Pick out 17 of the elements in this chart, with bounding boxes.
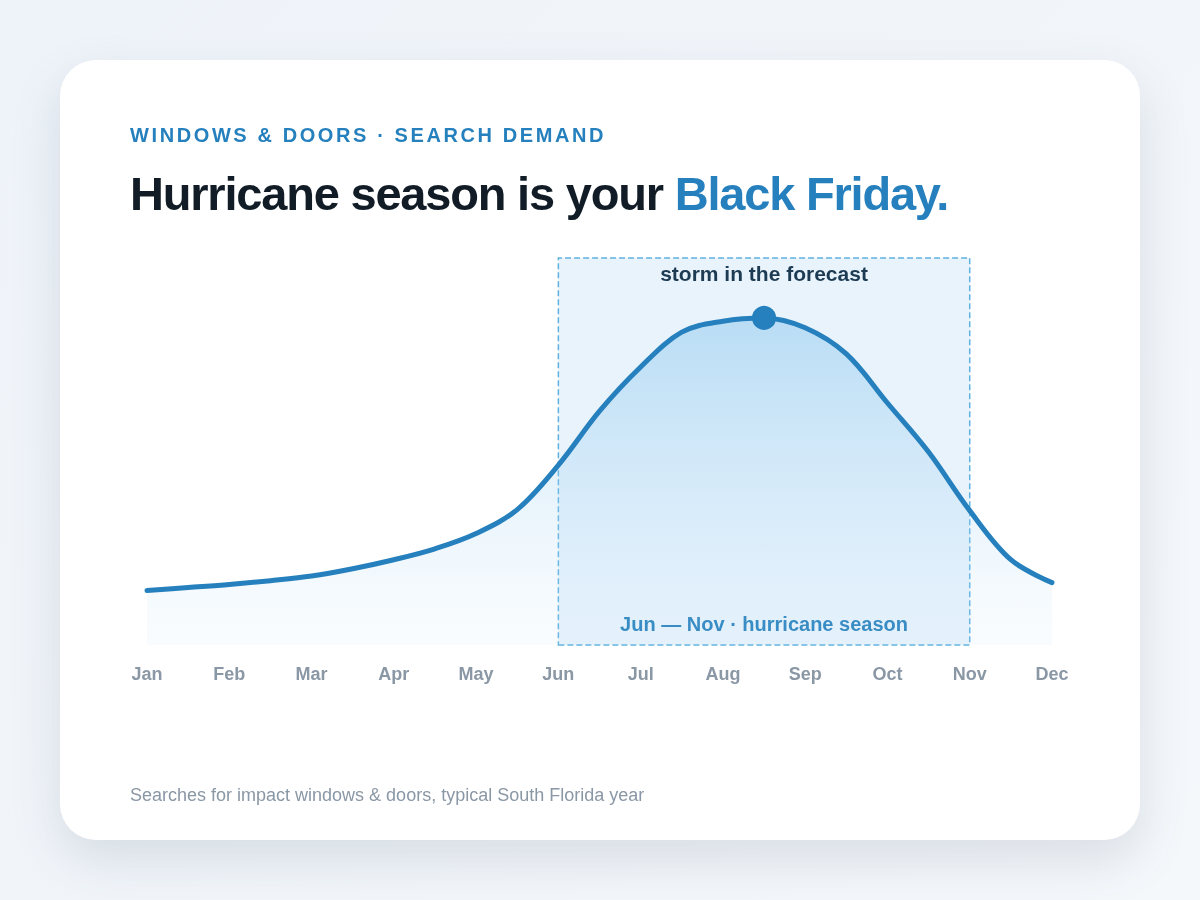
x-tick-label: Feb — [213, 664, 246, 684]
band-label: Jun — Nov · hurricane season — [620, 612, 908, 635]
x-tick-label: Sep — [788, 664, 822, 684]
x-tick-label: Jul — [627, 664, 654, 684]
x-tick-label: Mar — [295, 664, 328, 684]
x-tick-label: Apr — [378, 664, 410, 684]
x-tick-label: May — [458, 664, 494, 684]
x-tick-label: Jun — [542, 664, 575, 684]
x-tick-label: Dec — [1035, 664, 1069, 684]
x-tick-label: Oct — [872, 664, 903, 684]
chart-title: Hurricane season is your Black Friday. — [130, 167, 949, 220]
text: Searches for impact windows & doors, typical South Florida year — [130, 785, 645, 806]
x-tick-label: Aug — [705, 664, 741, 684]
x-tick-label: Jan — [131, 664, 163, 684]
chart-subtitle: WINDOWS & DOORS · SEARCH DEMAND — [130, 124, 607, 147]
annotation: storm in the forecast — [660, 261, 868, 285]
x-tick-label: Nov — [952, 664, 987, 684]
